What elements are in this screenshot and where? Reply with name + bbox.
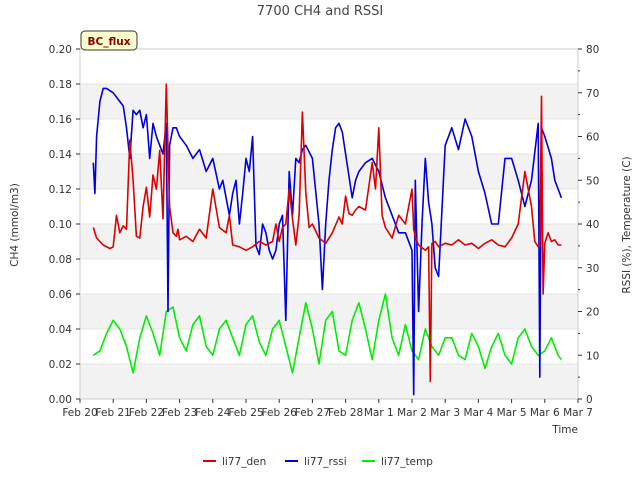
y-tick-label: 0.02 <box>49 359 72 371</box>
series-line-li77-den <box>92 83 562 383</box>
legend-label-li77-temp: li77_temp <box>381 456 433 468</box>
x-axis-label: Time <box>551 424 578 436</box>
x-tick-label: Feb 23 <box>162 407 197 419</box>
x-tick-label: Mar 6 <box>530 407 560 419</box>
chart-title: 7700 CH4 and RSSI <box>257 4 383 19</box>
grid-band <box>80 364 578 399</box>
legend-label-li77-den: li77_den <box>222 456 266 468</box>
y-tick-label: 0.08 <box>49 254 72 266</box>
y2-tick-label: 70 <box>586 88 599 100</box>
x-tick-label: Feb 24 <box>195 407 231 419</box>
x-tick-label: Mar 2 <box>397 407 427 419</box>
y2-tick-label: 50 <box>586 175 599 187</box>
badge-label: BC_flux <box>88 36 131 48</box>
x-tick-label: Feb 22 <box>129 407 164 419</box>
y-tick-label: 0.04 <box>49 324 73 336</box>
series-line-li77-temp <box>92 293 563 374</box>
x-tick-label: Feb 26 <box>262 407 298 419</box>
legend: li77_den li77_rssi li77_temp <box>203 456 433 468</box>
y-tick-label: 0.06 <box>49 289 73 301</box>
grid-band <box>80 294 578 329</box>
x-tick-label: Mar 5 <box>497 407 527 419</box>
y2-tick-label: 40 <box>586 219 599 231</box>
y2-tick-label: 80 <box>586 44 599 56</box>
y-tick-label: 0.16 <box>49 114 73 126</box>
y2-tick-label: 30 <box>586 263 599 275</box>
y-tick-label: 0.20 <box>49 44 72 56</box>
y2-axis-label: RSSI (%), Temperature (C) <box>621 156 633 293</box>
y-tick-label: 0.14 <box>49 149 73 161</box>
x-tick-label: Feb 21 <box>96 407 131 419</box>
site-badge: BC_flux <box>80 30 138 51</box>
x-tick-label: Feb 28 <box>328 407 363 419</box>
y-tick-label: 0.12 <box>49 184 72 196</box>
y2-tick-label: 10 <box>586 350 599 362</box>
y2-tick-label: 60 <box>586 132 599 144</box>
x-tick-label: Mar 4 <box>463 407 493 419</box>
y-tick-label: 0.10 <box>49 219 72 231</box>
right-axis-ticks: 0 10 20 30 40 50 60 70 80 <box>578 44 599 406</box>
badge-box <box>80 30 138 51</box>
x-tick-label: Mar 1 <box>364 407 394 419</box>
x-tick-label: Feb 27 <box>295 407 330 419</box>
y2-tick-label: 20 <box>586 307 599 319</box>
series-lines <box>92 83 563 396</box>
x-tick-label: Feb 25 <box>228 407 263 419</box>
x-tick-label: Mar 7 <box>563 407 593 419</box>
grid-band <box>80 224 578 259</box>
y-tick-label: 0.18 <box>49 79 72 91</box>
left-axis-ticks: 0.00 0.02 0.04 0.06 0.08 0.10 0.12 0.14 0.16 0.18… <box>49 44 80 406</box>
legend-label-li77-rssi: li77_rssi <box>304 456 347 468</box>
x-tick-label: Mar 3 <box>430 407 460 419</box>
x-tick-label: Feb 20 <box>62 407 97 419</box>
series-line-li77-rssi <box>92 87 563 396</box>
y-axis-label: CH4 (mmol/m3) <box>9 183 21 267</box>
grid-band <box>80 84 578 119</box>
y-tick-label: 0.00 <box>49 394 72 406</box>
y2-tick-label: 0 <box>586 394 593 406</box>
grid-bands <box>80 48 578 400</box>
